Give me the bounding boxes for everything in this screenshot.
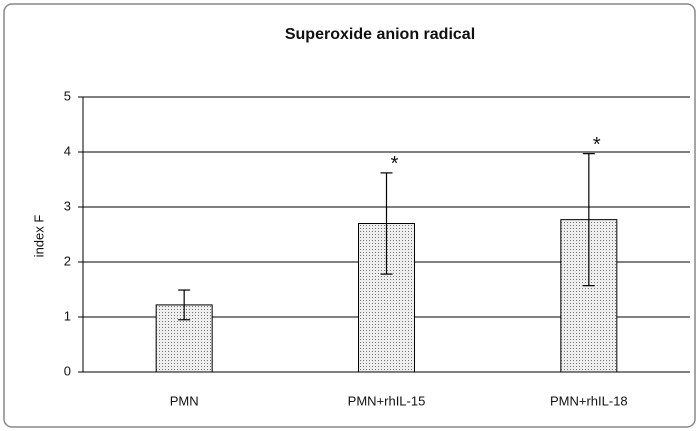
- y-axis-label: index F: [31, 215, 46, 258]
- x-tick-label: PMN: [170, 393, 199, 408]
- y-tick-label: 0: [64, 363, 71, 378]
- error-bar: [178, 289, 191, 321]
- bar: [155, 304, 213, 373]
- chart-title: Superoxide anion radical: [285, 26, 475, 43]
- x-tick-label: PMN+rhIL-18: [550, 393, 628, 408]
- y-tick-label: 3: [64, 198, 71, 213]
- error-bar: [582, 153, 595, 287]
- annotation: *: [391, 153, 399, 175]
- y-tick-label: 2: [64, 253, 71, 268]
- y-tick-label: 1: [64, 308, 71, 323]
- annotation: *: [593, 134, 601, 156]
- y-tick-label: 4: [64, 143, 71, 158]
- x-tick-label: PMN+rhIL-15: [348, 393, 426, 408]
- y-tick-label: 5: [64, 88, 71, 103]
- error-bar: [380, 172, 393, 275]
